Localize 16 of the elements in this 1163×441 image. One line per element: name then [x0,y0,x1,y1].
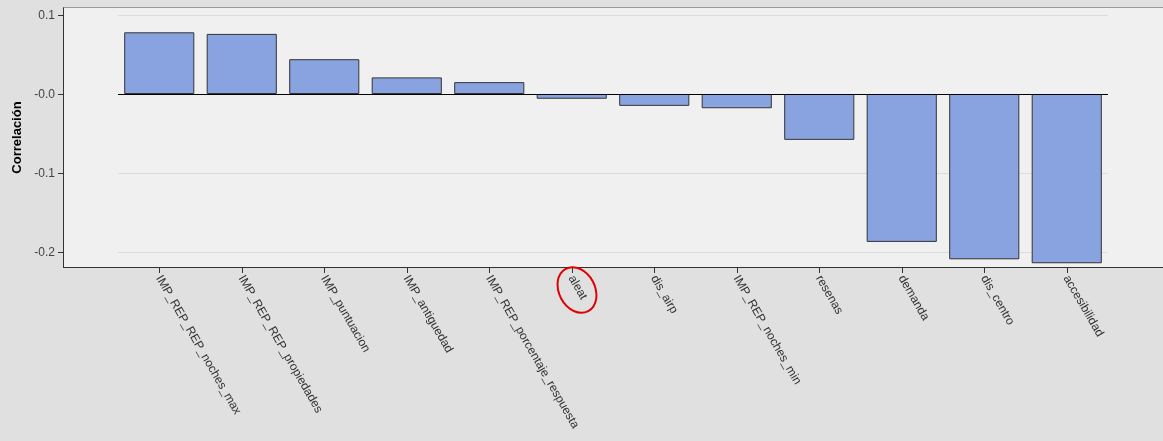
bar [949,94,1020,260]
bar [619,94,690,106]
bar [701,94,772,109]
bar [206,33,277,94]
bar [289,59,360,94]
y-axis-title: Correlación [9,101,25,174]
y-tick-label: -0.0 [34,87,56,101]
bar [784,94,855,140]
y-tick-label: -0.1 [34,166,56,181]
y-tick-label: 0.1 [38,7,56,22]
bar [371,77,442,94]
bar [124,32,195,94]
y-tick-label: -0.2 [34,245,56,260]
bar [1031,94,1102,264]
bar [866,94,937,242]
bar [454,82,525,94]
